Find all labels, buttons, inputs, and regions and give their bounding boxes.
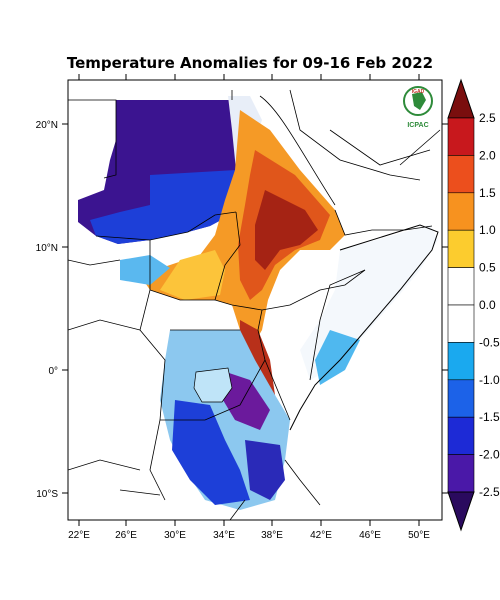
colorbar-label: 0.5 (479, 261, 496, 275)
colorbar-segment (447, 267, 475, 306)
colorbar-segment (447, 117, 475, 156)
cold-fringe-north (90, 170, 236, 244)
colorbar-label: 1.5 (479, 186, 496, 200)
logo-top-text: IGAD (412, 89, 425, 95)
lat-label: 0° (48, 366, 58, 377)
colorbar-label: -2.0 (479, 448, 500, 462)
map-title: Temperature Anomalies for 09-16 Feb 2022 (66, 54, 434, 72)
lat-label: 20°N (36, 120, 58, 131)
colorbar-label: 2.5 (479, 111, 496, 125)
colorbar-segment (447, 304, 475, 343)
lake-victoria (193, 367, 233, 403)
country-borders (68, 89, 441, 520)
lon-label: 42°E (310, 530, 332, 541)
lon-label: 46°E (359, 530, 381, 541)
colorbar-label: 1.0 (479, 223, 496, 237)
colorbar-segment (447, 192, 475, 231)
colorbar-segment (447, 379, 475, 418)
colorbar-segment (447, 491, 475, 532)
colorbar-segment (447, 342, 475, 381)
colorbar-segment (447, 416, 475, 455)
coastline (289, 224, 439, 431)
lon-label: 38°E (261, 530, 283, 541)
lon-label: 34°E (213, 530, 235, 541)
lon-label: 22°E (68, 530, 90, 541)
lat-label: 10°S (36, 489, 58, 500)
colorbar-label: -1.5 (479, 410, 500, 424)
lon-label: 30°E (164, 530, 186, 541)
colorbar: 2.5 2.0 1.5 1.0 0.5 0.0 -0.5 -1.0 -1.5 -2.0 -2.5 (447, 78, 500, 532)
igad-icpac-logo: IGAD ICPAC (403, 86, 433, 129)
lon-label: 50°E (408, 530, 430, 541)
colorbar-label: -2.5 (479, 485, 500, 499)
colorbar-segment (447, 78, 475, 119)
colorbar-label: 2.0 (479, 148, 496, 162)
colorbar-label: 0.0 (479, 298, 496, 312)
colorbar-label: -1.0 (479, 373, 500, 387)
colorbar-segment (447, 229, 475, 268)
colorbar-segment (447, 454, 475, 493)
colorbar-label: -0.5 (479, 335, 500, 349)
logo-bottom-text: ICPAC (407, 122, 428, 129)
plot-frame (67, 79, 443, 521)
colorbar-segment (447, 155, 475, 194)
lon-label: 26°E (115, 530, 137, 541)
lat-label: 10°N (36, 243, 58, 254)
